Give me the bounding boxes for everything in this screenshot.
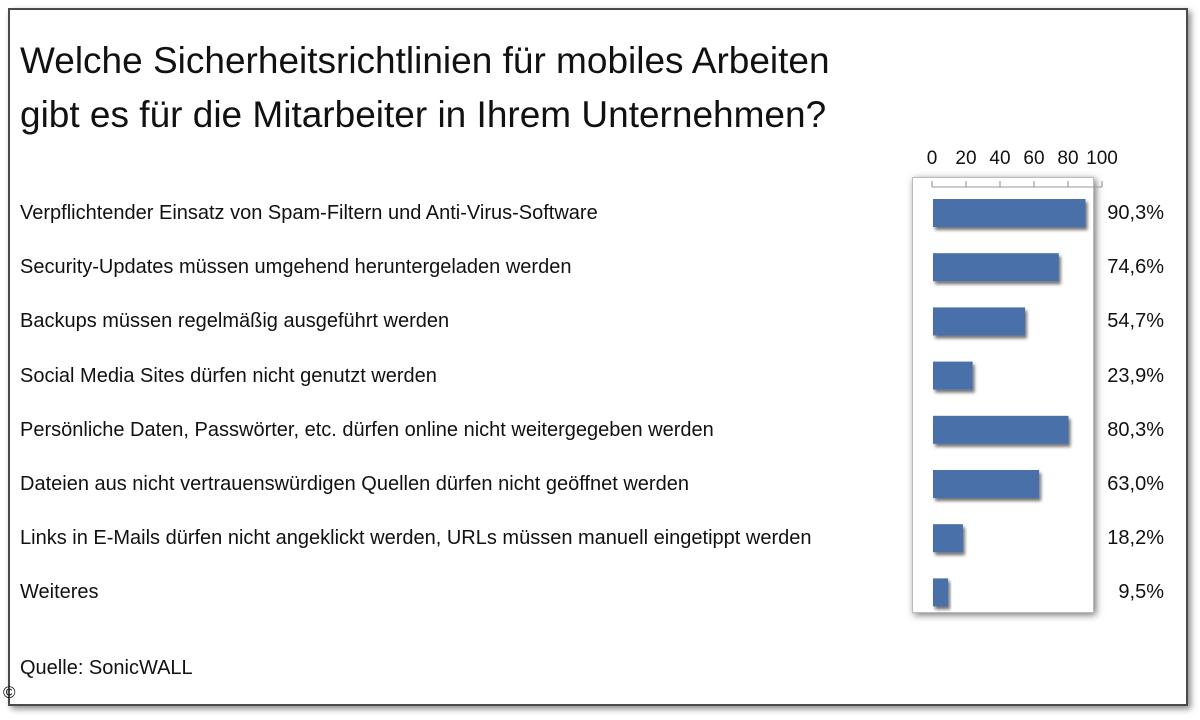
- bar: [933, 199, 1086, 227]
- category-label: Dateien aus nicht vertrauenswürdigen Que…: [20, 473, 689, 495]
- category-label: Links in E-Mails dürfen nicht angeklickt…: [20, 527, 812, 550]
- category-label: Weiteres: [20, 581, 99, 604]
- copyright-icon: ©: [3, 683, 16, 702]
- category-label: Verpflichtender Einsatz von Spam-Filtern…: [20, 202, 598, 224]
- x-tick-label: 100: [1086, 148, 1118, 169]
- chart-title-line-2: gibt es für die Mitarbeiter in Ihrem Unt…: [20, 94, 827, 135]
- bar: [933, 307, 1025, 336]
- category-label: Security-Updates müssen umgehend herunte…: [20, 256, 572, 279]
- data-label: 18,2%: [1107, 527, 1164, 550]
- data-label: 9,5%: [1118, 581, 1164, 604]
- bar: [933, 361, 973, 390]
- x-tick-label: 0: [926, 148, 938, 169]
- category-label: Persönliche Daten, Passwörter, etc. dürf…: [20, 418, 714, 441]
- chart-title-line-1: Welche Sicherheitsrichtlinien für mobile…: [20, 40, 830, 81]
- bar: [933, 578, 949, 607]
- x-tick-label: 20: [955, 148, 977, 169]
- data-label: 90,3%: [1107, 202, 1164, 224]
- category-label: Backups müssen regelmäßig ausgeführt wer…: [20, 310, 450, 333]
- chart-title: Welche Sicherheitsrichtlinien für mobile…: [20, 34, 920, 142]
- bar: [933, 524, 963, 553]
- bar: [933, 470, 1040, 498]
- data-label: 80,3%: [1107, 418, 1164, 441]
- category-label: Social Media Sites dürfen nicht genutzt …: [20, 364, 437, 387]
- x-tick-label: 80: [1057, 148, 1079, 169]
- bar: [933, 253, 1059, 282]
- data-label: 23,9%: [1107, 364, 1164, 387]
- x-tick-label: 60: [1023, 148, 1045, 169]
- bar: [933, 415, 1069, 444]
- data-label: 63,0%: [1107, 473, 1164, 495]
- data-label: 74,6%: [1107, 256, 1164, 279]
- data-label: 54,7%: [1107, 310, 1164, 333]
- source-note: Quelle: SonicWALL: [20, 657, 193, 679]
- x-tick-label: 40: [989, 148, 1011, 169]
